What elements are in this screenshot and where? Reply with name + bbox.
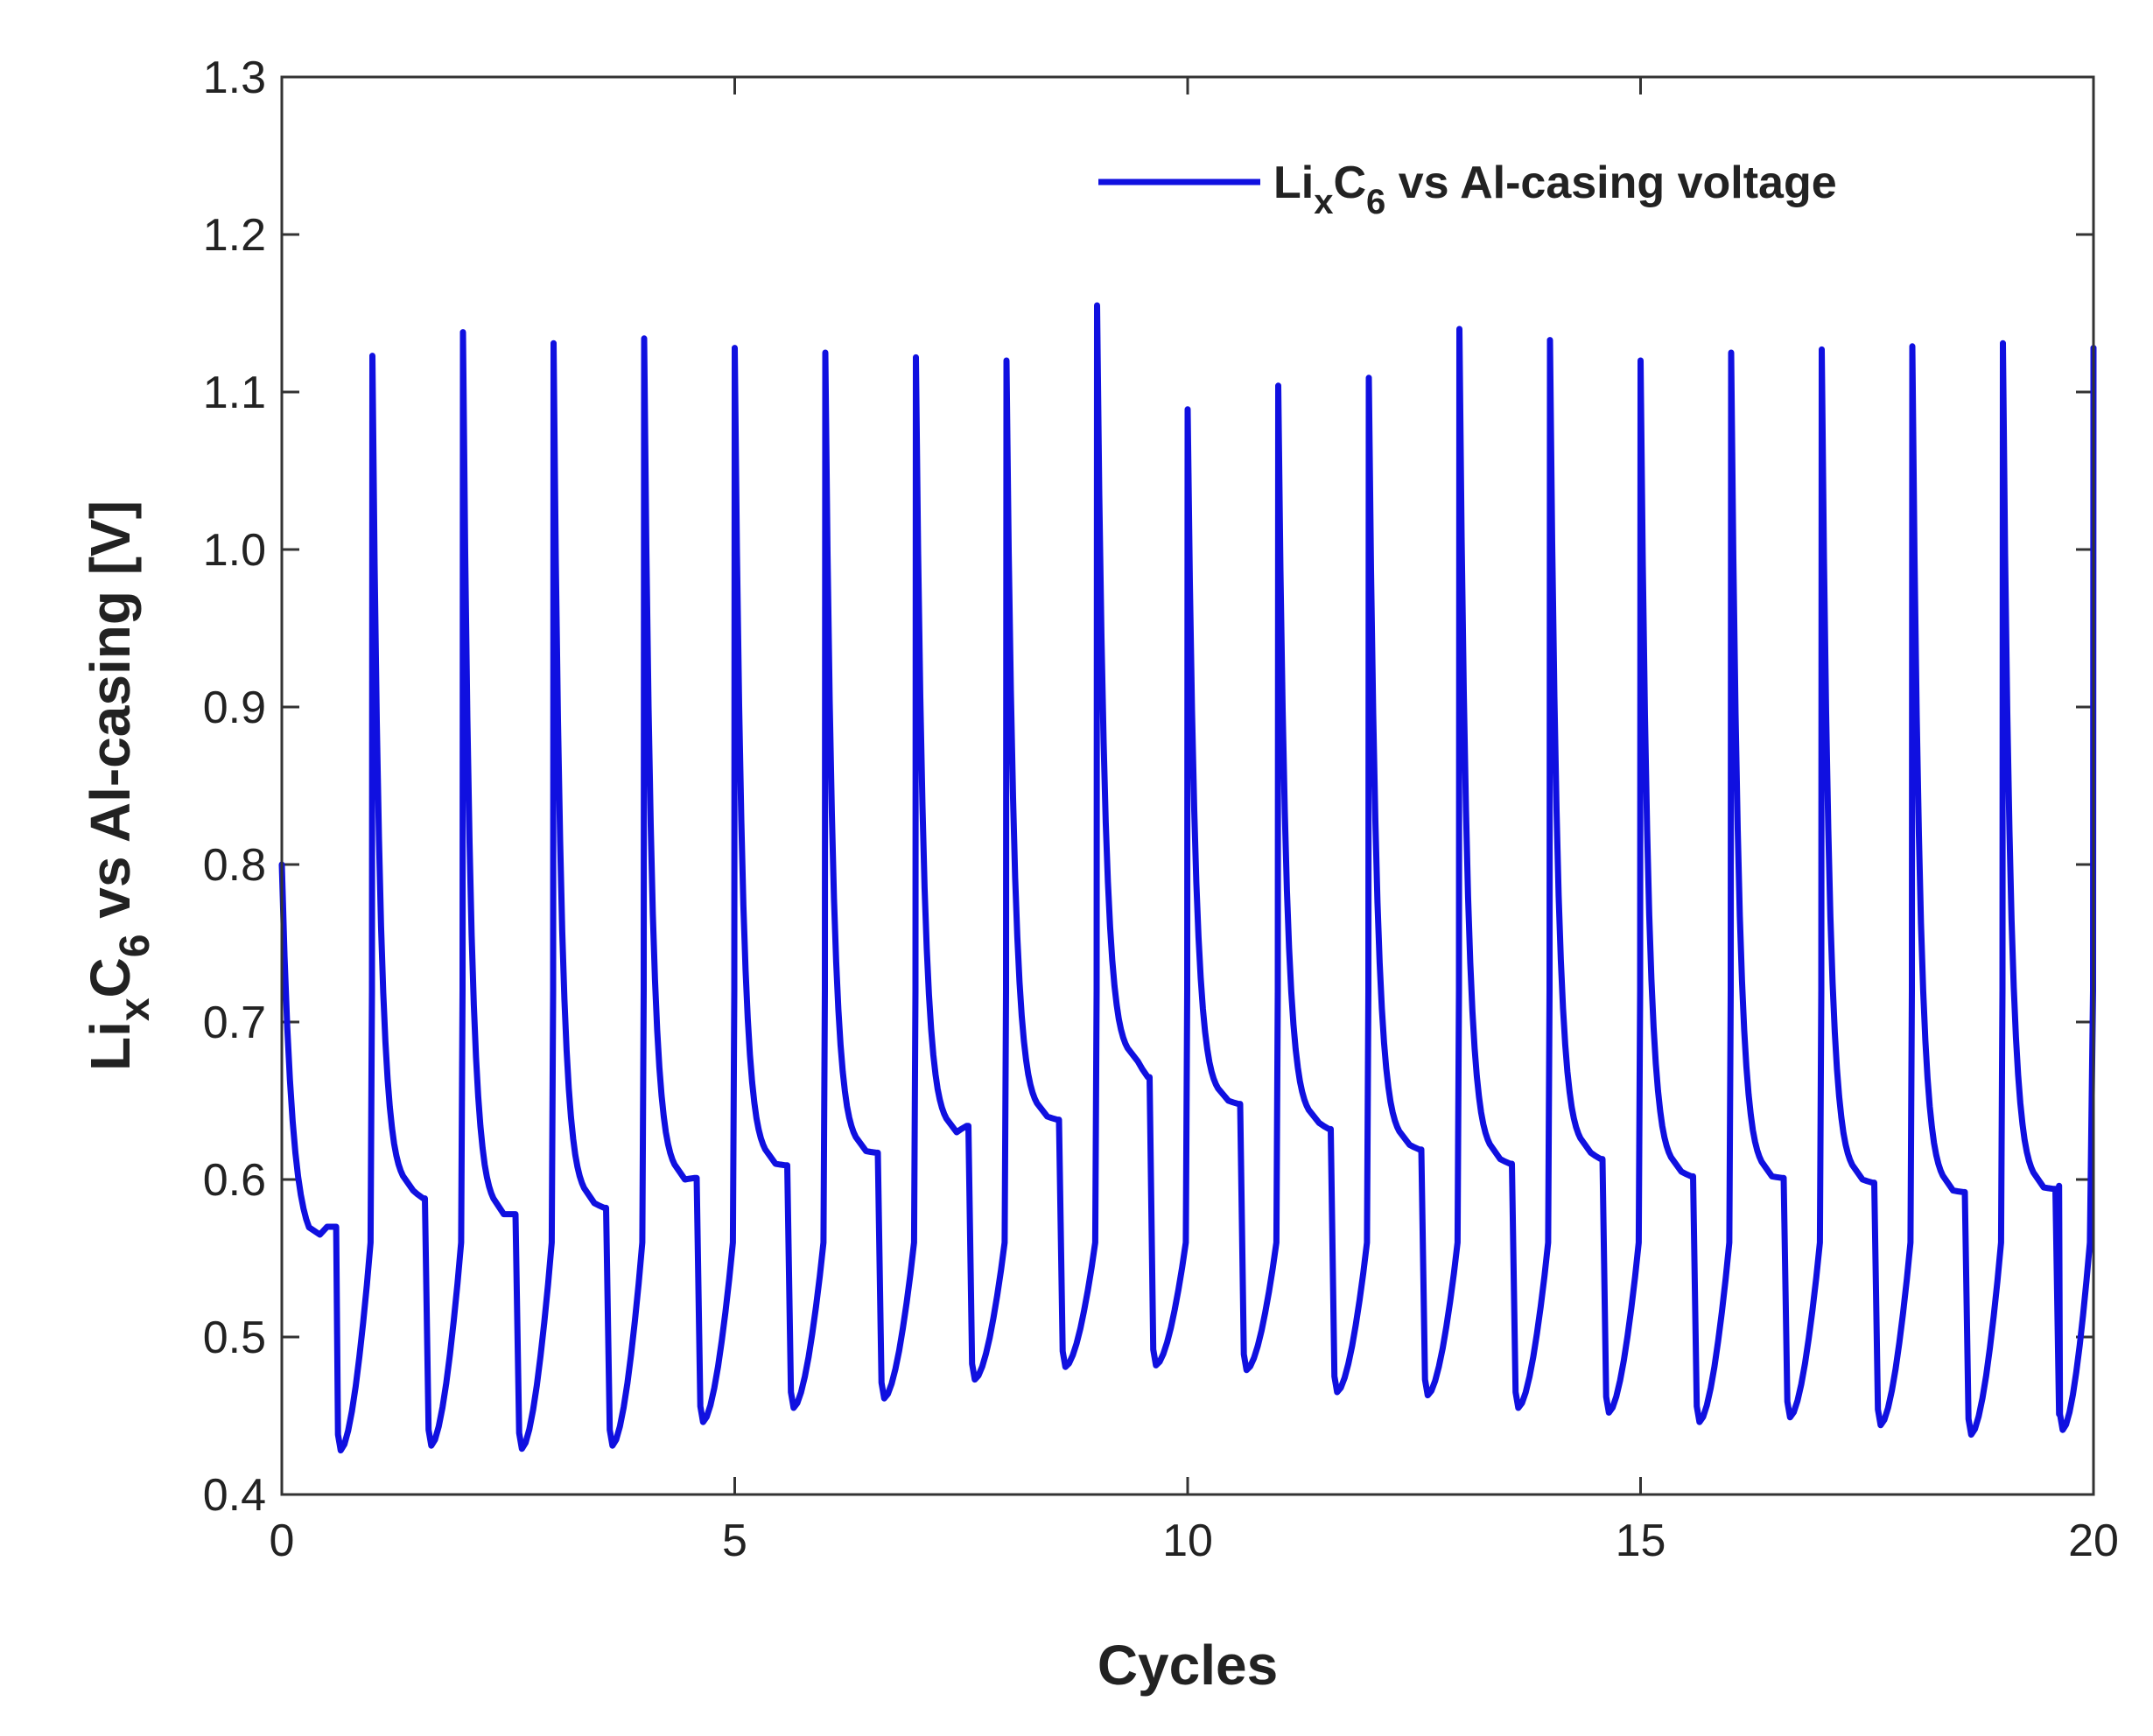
x-axis-ticks: 0 5 10 15 20 (270, 77, 2119, 1566)
y-tick-label: 0.6 (203, 1155, 266, 1206)
series-line (278, 302, 2097, 1454)
y-axis-title: LixC6 vs Al-casing [V] (79, 500, 158, 1071)
y-tick-label: 0.4 (203, 1470, 266, 1521)
legend-label-mid: C (1333, 158, 1366, 208)
plot-frame (280, 75, 2095, 1496)
y-title-sub-6: 6 (112, 934, 158, 958)
legend-label-sub-x: x (1314, 183, 1333, 221)
x-tick-label: 15 (1616, 1516, 1666, 1566)
y-tick-label: 0.7 (203, 998, 266, 1048)
legend-label-sub-6: 6 (1366, 183, 1385, 221)
y-tick-label: 0.5 (203, 1312, 266, 1363)
y-tick-label: 0.9 (203, 682, 266, 733)
x-tick-label: 5 (722, 1516, 747, 1566)
x-tick-label: 20 (2068, 1516, 2119, 1566)
legend-label-rest: vs Al-casing voltage (1385, 158, 1836, 208)
x-tick-label: 0 (270, 1516, 295, 1566)
y-title-rest: vs Al-casing [V] (79, 500, 142, 934)
y-tick-label: 0.8 (203, 840, 266, 891)
y-tick-label: 1.2 (203, 210, 266, 261)
legend-label-main: Li (1273, 158, 1314, 208)
x-tick-label: 10 (1162, 1516, 1213, 1566)
x-axis-title: Cycles (1098, 1634, 1278, 1697)
y-axis-ticks: 0.4 0.5 0.6 0.7 0.8 0.9 1.0 1.1 1.2 1.3 (203, 52, 2093, 1521)
y-title-main: Li (79, 1021, 142, 1071)
y-tick-label: 1.0 (203, 525, 266, 576)
y-tick-label: 1.1 (203, 368, 266, 418)
legend-label: LixC6 vs Al-casing voltage (1273, 158, 1837, 221)
legend: LixC6 vs Al-casing voltage (1098, 158, 1837, 221)
y-tick-label: 1.3 (203, 52, 266, 103)
y-title-sub-x: x (112, 998, 158, 1021)
y-title-mid: C (79, 957, 142, 998)
